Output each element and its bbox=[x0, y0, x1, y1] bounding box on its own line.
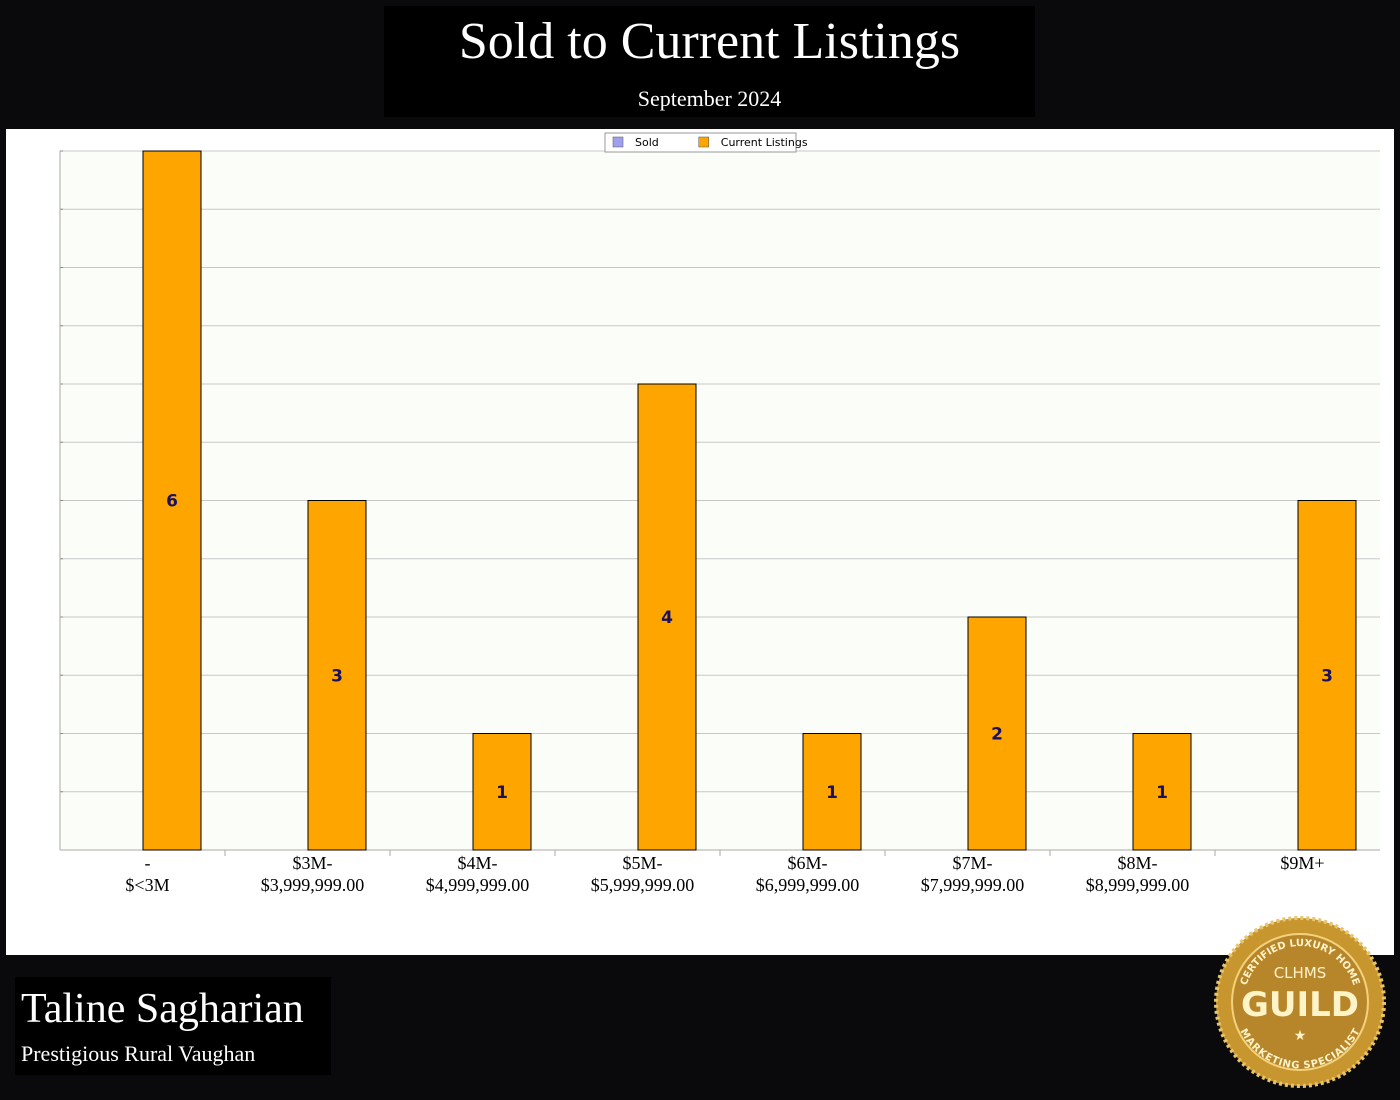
badge-star: ★ bbox=[1294, 1028, 1307, 1044]
bar bbox=[1132, 733, 1192, 851]
legend: Sold Current Listings bbox=[604, 132, 808, 153]
legend-label: Current Listings bbox=[721, 136, 808, 149]
chart-title: Sold to Current Listings bbox=[458, 13, 961, 70]
x-tick-label: $4M- $4,999,999.00 bbox=[425, 853, 530, 895]
legend-swatch bbox=[698, 136, 710, 148]
data-label: 2 bbox=[991, 725, 1003, 745]
agent-box: Taline Sagharian Prestigious Rural Vaugh… bbox=[15, 977, 331, 1075]
title-box: Sold to Current Listings September 2024 bbox=[384, 6, 1035, 117]
agent-area: Prestigious Rural Vaughan bbox=[21, 1041, 256, 1066]
data-label: 3 bbox=[331, 666, 343, 686]
badge-main: GUILD bbox=[1241, 985, 1359, 1025]
agent-name: Taline Sagharian bbox=[21, 986, 304, 1032]
bar bbox=[967, 616, 1027, 851]
data-label: 4 bbox=[661, 608, 673, 628]
chart-subtitle: September 2024 bbox=[637, 86, 782, 111]
bar bbox=[472, 733, 532, 851]
bar bbox=[142, 150, 202, 851]
badge-inner bbox=[1231, 933, 1369, 1071]
data-label: 1 bbox=[496, 783, 508, 803]
bar bbox=[307, 500, 367, 851]
badge-org: CLHMS bbox=[1274, 964, 1327, 982]
data-label: 6 bbox=[166, 492, 178, 512]
data-label: 3 bbox=[1321, 666, 1333, 686]
data-label: 1 bbox=[1156, 783, 1168, 803]
x-tick-label: - $<3M bbox=[125, 853, 170, 895]
bar bbox=[1297, 500, 1357, 851]
x-tick-label: $3M- $3,999,999.00 bbox=[260, 853, 365, 895]
legend-swatch bbox=[612, 136, 624, 148]
legend-label: Sold bbox=[635, 136, 659, 149]
x-tick-label: $9M+ bbox=[1280, 853, 1325, 873]
x-tick-label: $7M- $7,999,999.00 bbox=[920, 853, 1025, 895]
bar bbox=[802, 733, 862, 851]
badge: CERTIFIED LUXURY HOME MARKETING SPECIALI… bbox=[1214, 916, 1386, 1088]
data-label: 1 bbox=[826, 783, 838, 803]
x-tick-label: $8M- $8,999,999.00 bbox=[1085, 853, 1190, 895]
x-tick-label: $6M- $6,999,999.00 bbox=[755, 853, 860, 895]
x-tick-label: $5M- $5,999,999.00 bbox=[590, 853, 695, 895]
bar bbox=[637, 383, 697, 851]
